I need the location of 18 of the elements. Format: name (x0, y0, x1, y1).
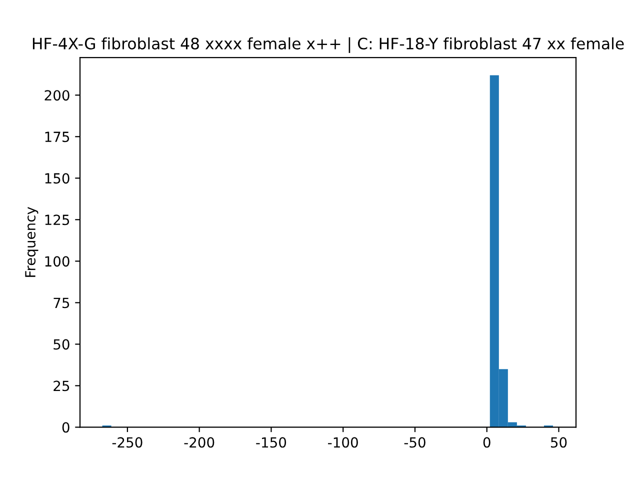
y-tick-label: 200 (44, 90, 70, 101)
y-tick-label: 75 (54, 298, 70, 308)
x-tick-label: -50 (404, 437, 426, 448)
y-tick-label: 0 (62, 422, 70, 433)
y-axis-title: Frequency (25, 206, 38, 277)
y-tick-label: 125 (45, 214, 70, 226)
chart-title: HF-4X-G fibroblast 48 xxxx female x++ | C: HF-18-Y fibroblast 47 xx female (32, 37, 624, 53)
y-tick-label: 50 (54, 339, 70, 350)
x-tick-label: -100 (328, 437, 358, 448)
y-tick-label: 150 (45, 173, 70, 184)
x-tick-label: -250 (112, 437, 142, 448)
x-tick-label: -150 (256, 437, 286, 448)
x-tick-label: 50 (550, 437, 567, 448)
x-tick-label: -200 (184, 437, 214, 448)
y-tick-label: 25 (54, 380, 70, 392)
x-tick-label: 0 (483, 437, 490, 448)
y-tick-label: 100 (45, 256, 70, 267)
y-tick-label: 175 (45, 132, 70, 142)
